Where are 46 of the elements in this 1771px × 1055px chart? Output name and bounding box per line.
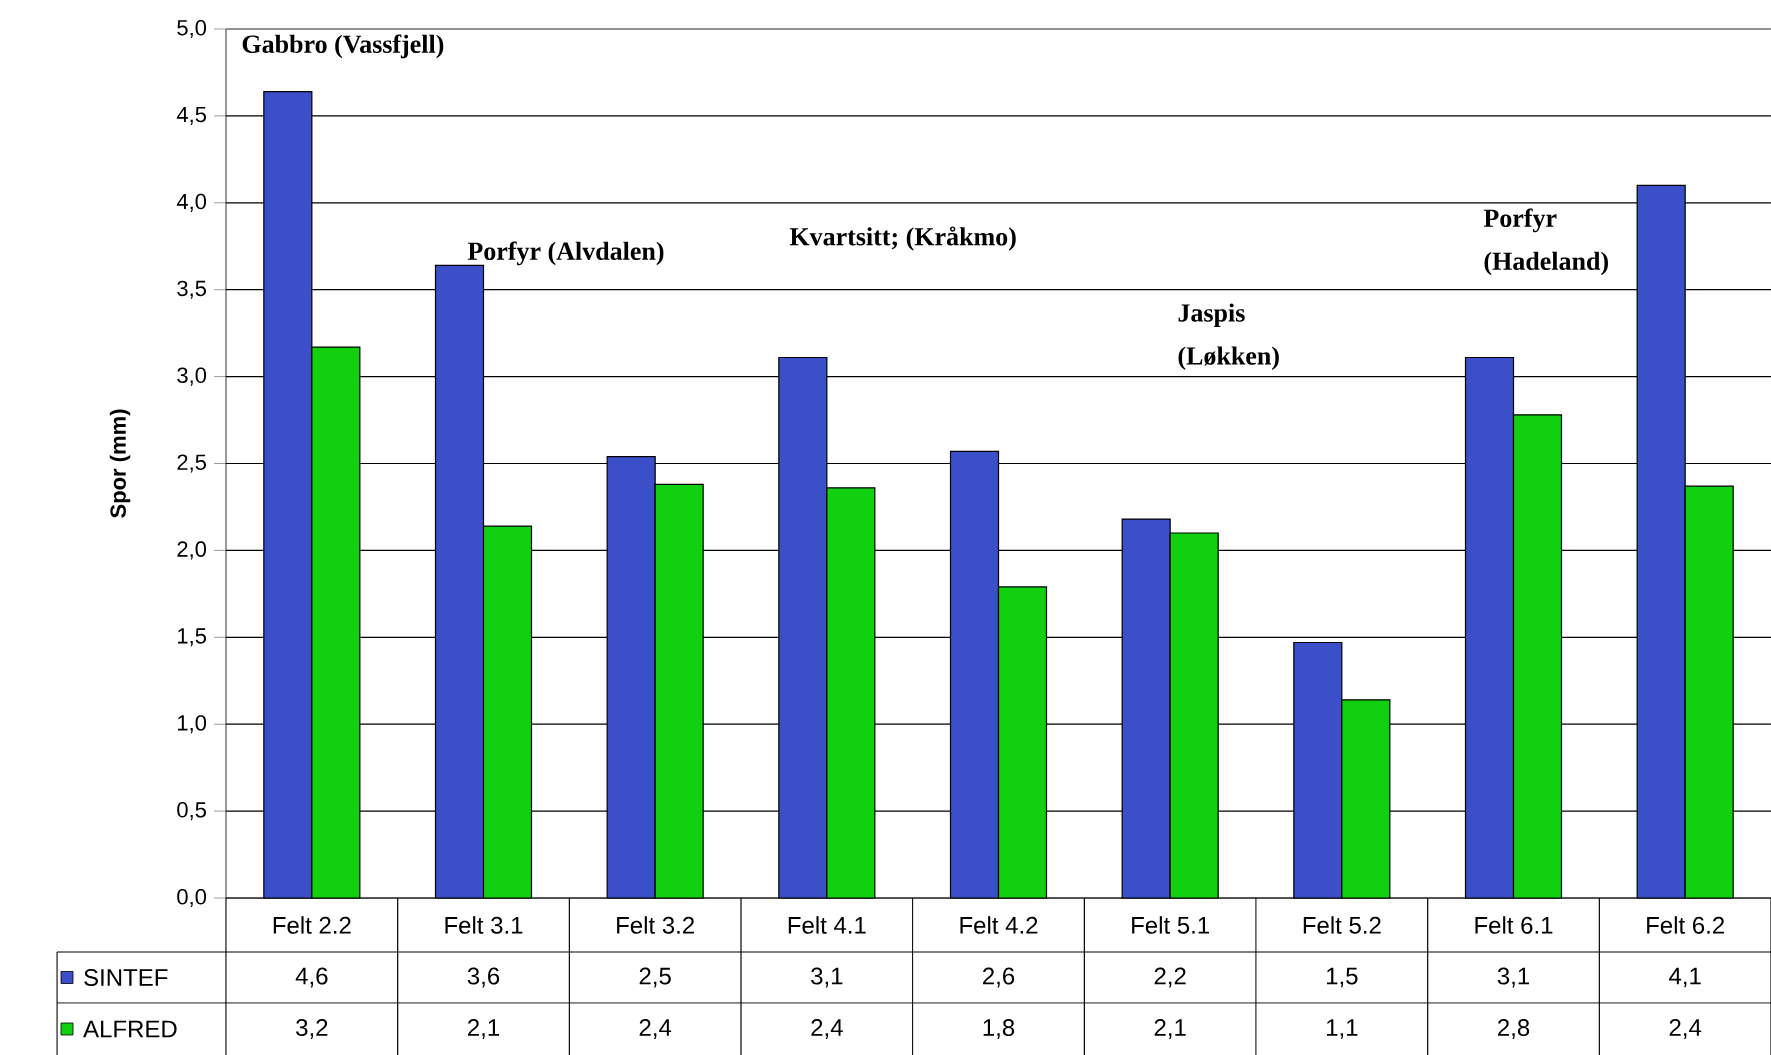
- annotation: Kvartsitt; (Kråkmo): [789, 226, 1016, 251]
- legend-label: SINTEF: [84, 969, 168, 986]
- data-label: 4,1: [1669, 967, 1701, 988]
- data-label: 3,2: [296, 1019, 328, 1039]
- y-tick-label: 2,0: [177, 541, 207, 560]
- y-tick-label: 1,5: [178, 628, 206, 647]
- data-label: 2,8: [1498, 1019, 1530, 1039]
- data-label: 4,6: [295, 967, 328, 988]
- data-label: 2,4: [639, 1019, 672, 1039]
- x-tick-label: Felt 5.2: [1303, 916, 1381, 934]
- y-axis-title: Spor (mm): [109, 409, 131, 518]
- y-tick-label: 0,5: [177, 802, 206, 821]
- data-label: 1,5: [1327, 967, 1358, 988]
- x-tick-label: Felt 6.2: [1647, 916, 1724, 934]
- legend-label: ALFRED: [83, 1020, 177, 1038]
- y-tick-label: 5,0: [177, 19, 207, 39]
- data-label: 2,1: [468, 1019, 500, 1039]
- x-tick-label: Felt 4.2: [960, 916, 1038, 934]
- y-tick-label: 4,5: [176, 106, 206, 125]
- data-label: 2,5: [639, 967, 671, 988]
- data-label: 1,8: [983, 1019, 1015, 1039]
- data-label: 3,1: [811, 967, 843, 988]
- x-tick-label: Felt 5.1: [1132, 916, 1209, 934]
- data-label: 2,4: [1669, 1019, 1702, 1039]
- data-label: 2,6: [983, 967, 1015, 988]
- annotation: Porfyr (Hadeland): [1483, 208, 1608, 276]
- x-tick-label: Felt 3.1: [445, 916, 523, 934]
- annotation: Gabbro (Vassfjell): [242, 34, 444, 59]
- y-tick-label: 3,0: [177, 367, 207, 386]
- x-tick-label: Felt 2.2: [273, 916, 351, 934]
- y-tick-label: 2,5: [177, 454, 206, 473]
- y-tick-label: 4,0: [176, 193, 207, 212]
- annotation: Porfyr (Alvdalen): [467, 241, 664, 266]
- data-label: 3,6: [467, 967, 500, 988]
- data-label: 3,1: [1497, 967, 1530, 988]
- y-tick-label: 3,5: [177, 280, 206, 299]
- y-tick-label: 0,0: [177, 888, 207, 908]
- data-label: 2,1: [1154, 1019, 1186, 1039]
- x-tick-label: Felt 3.2: [617, 916, 694, 934]
- x-tick-label: Felt 4.1: [788, 916, 866, 934]
- annotation: Jaspis (Løkken): [1178, 303, 1279, 370]
- x-tick-label: Felt 6.1: [1475, 916, 1553, 934]
- data-label: 2,4: [811, 1019, 843, 1039]
- y-tick-label: 1,0: [178, 715, 207, 734]
- data-label: 1,1: [1327, 1019, 1358, 1039]
- data-label: 2,2: [1154, 967, 1186, 988]
